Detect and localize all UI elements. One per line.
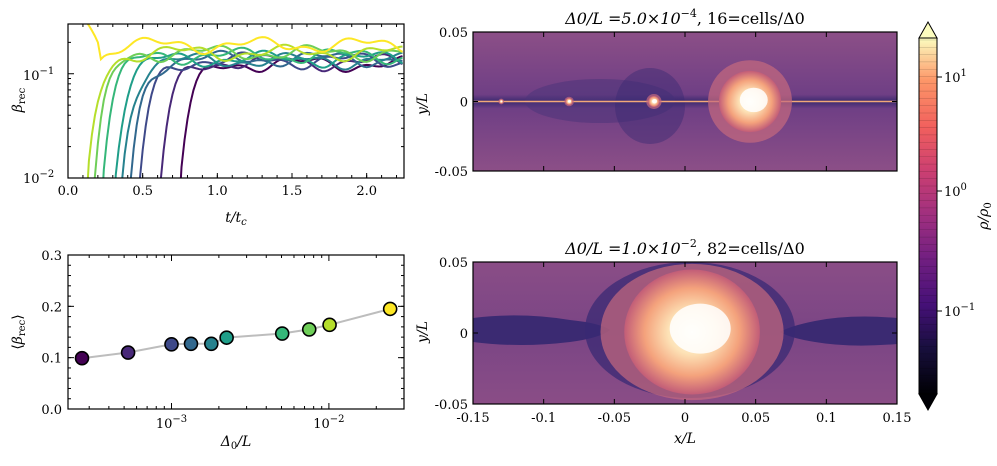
ytick-label: -0.05 <box>435 398 468 413</box>
density-top-title: Δ0/L =5.0×10−4, 16=cells/Δ0 <box>564 7 805 28</box>
beta-xlabel: t/tc <box>225 210 247 228</box>
mean-beta-ylabel: ⟨βrec⟩ <box>10 314 28 349</box>
mean-beta-point <box>164 337 179 352</box>
ytick-label: 0.05 <box>439 256 468 271</box>
outflow-right <box>780 316 897 346</box>
xtick-label: 1.0 <box>207 184 228 199</box>
colorbar-tick-1e0: 100 <box>944 182 967 200</box>
mean-beta-trend-line <box>81 307 391 360</box>
density-bottom-ticks: 0.050-0.05-0.15 -0.1 -0.05 0 0.05 0.1 0.15 <box>435 256 912 426</box>
xtick-label: 0.5 <box>132 184 153 199</box>
xtick-label: 0.0 <box>58 184 79 199</box>
mean-beta-point <box>183 336 199 352</box>
density-bottom-ylabel: y/L <box>415 321 431 344</box>
outflow-left <box>473 315 610 345</box>
ytick-label: 0.1 <box>41 352 62 367</box>
xtick-label: -0.1 <box>531 411 556 426</box>
ytick-label: 0.0 <box>41 403 62 418</box>
beta-timeseries-axes <box>67 23 405 179</box>
mean-beta-point <box>301 322 317 337</box>
colorbar-gradient <box>918 37 938 395</box>
beta-series-line <box>179 55 403 178</box>
mean-beta-point <box>382 301 398 317</box>
mean-beta-point <box>120 345 136 360</box>
ytick-label-1e-1: 10−1 <box>23 66 54 84</box>
ytick-label: 0.2 <box>41 300 62 315</box>
colorbar-bottom-arrow <box>918 393 938 412</box>
beta-series-line <box>102 46 403 178</box>
beta-ylabel: βrec <box>10 87 28 113</box>
density-bottom-plasmoids <box>600 263 784 401</box>
colorbar-ticks <box>919 39 942 391</box>
density-top-plasmoids <box>498 60 792 143</box>
plasmoid-core <box>739 87 768 113</box>
mean-beta-point <box>74 350 90 366</box>
beta-series-line <box>93 44 403 178</box>
ytick-label: 0 <box>460 327 468 342</box>
plasmoid-core <box>652 98 658 104</box>
xtick-label: 10−3 <box>156 414 187 432</box>
colorbar-tick-1e-1: 10−1 <box>944 302 975 320</box>
plasmoid-core <box>500 100 503 103</box>
ytick-label: 0.05 <box>439 26 468 41</box>
xtick-label: 0 <box>681 411 689 426</box>
mean-beta-point <box>274 326 290 341</box>
plasmoid-core <box>567 99 572 103</box>
colorbar-label: ρ/ρ0 <box>976 202 994 231</box>
plasmoid-core <box>669 303 731 354</box>
beta-series-line <box>86 24 404 62</box>
mean-beta-point <box>204 336 219 352</box>
xtick-label: 10−2 <box>313 414 344 432</box>
mean-beta-axes <box>67 254 405 410</box>
beta-series-line <box>86 43 403 178</box>
density-bottom-title: Δ0/L =1.0×10−2, 82=cells/Δ0 <box>564 237 805 258</box>
density-bottom-xlabel: x/L <box>674 431 696 447</box>
beta-timeseries-panel: 0.0 0.5 1.0 1.5 2.0 10−1 10−2 t/tc βrec <box>10 23 405 228</box>
colorbar: 101 100 10−1 ρ/ρ0 <box>918 20 994 412</box>
xtick-label: -0.15 <box>456 411 489 426</box>
beta-series-lines <box>86 24 404 178</box>
mean-beta-point <box>322 317 337 333</box>
ytick-label: -0.05 <box>435 165 468 180</box>
mean-beta-marks <box>74 301 398 366</box>
density-top-panel: 0.05 0 -0.05 Δ0/L =5.0×10−4, 16=cells/Δ0 y… <box>415 7 898 180</box>
colorbar-tick-1e1: 101 <box>944 68 967 86</box>
density-bottom-panel: 0.050-0.05-0.15 -0.1 -0.05 0 0.05 0.1 0.15 Δ0/… <box>415 237 911 447</box>
xtick-label: -0.05 <box>598 411 631 426</box>
xtick-label: 0.05 <box>741 411 770 426</box>
xtick-label: 2.0 <box>356 184 377 199</box>
beta-timeseries-ticks: 0.0 0.5 1.0 1.5 2.0 <box>58 23 404 199</box>
ytick-label: 0.3 <box>41 249 62 264</box>
density-top-ylabel: y/L <box>415 93 431 116</box>
xtick-label: 0.15 <box>883 411 912 426</box>
mean-beta-point <box>219 330 234 345</box>
beta-series-line <box>121 51 403 178</box>
density-top-ticks: 0.05 0 -0.05 <box>435 26 898 180</box>
mean-beta-panel: 0.0 0.1 0.2 0.3 10−3 10−2 Δ0/L ⟨βrec⟩ <box>10 249 405 452</box>
xtick-label: 1.5 <box>282 184 303 199</box>
ytick-label-1e-2: 10−2 <box>23 169 54 187</box>
xtick-label: 0.1 <box>816 411 837 426</box>
beta-series-line <box>114 49 404 178</box>
mean-beta-xlabel: Δ0/L <box>220 434 252 452</box>
ytick-label: 0 <box>460 96 468 111</box>
colorbar-top-arrow <box>918 20 938 39</box>
